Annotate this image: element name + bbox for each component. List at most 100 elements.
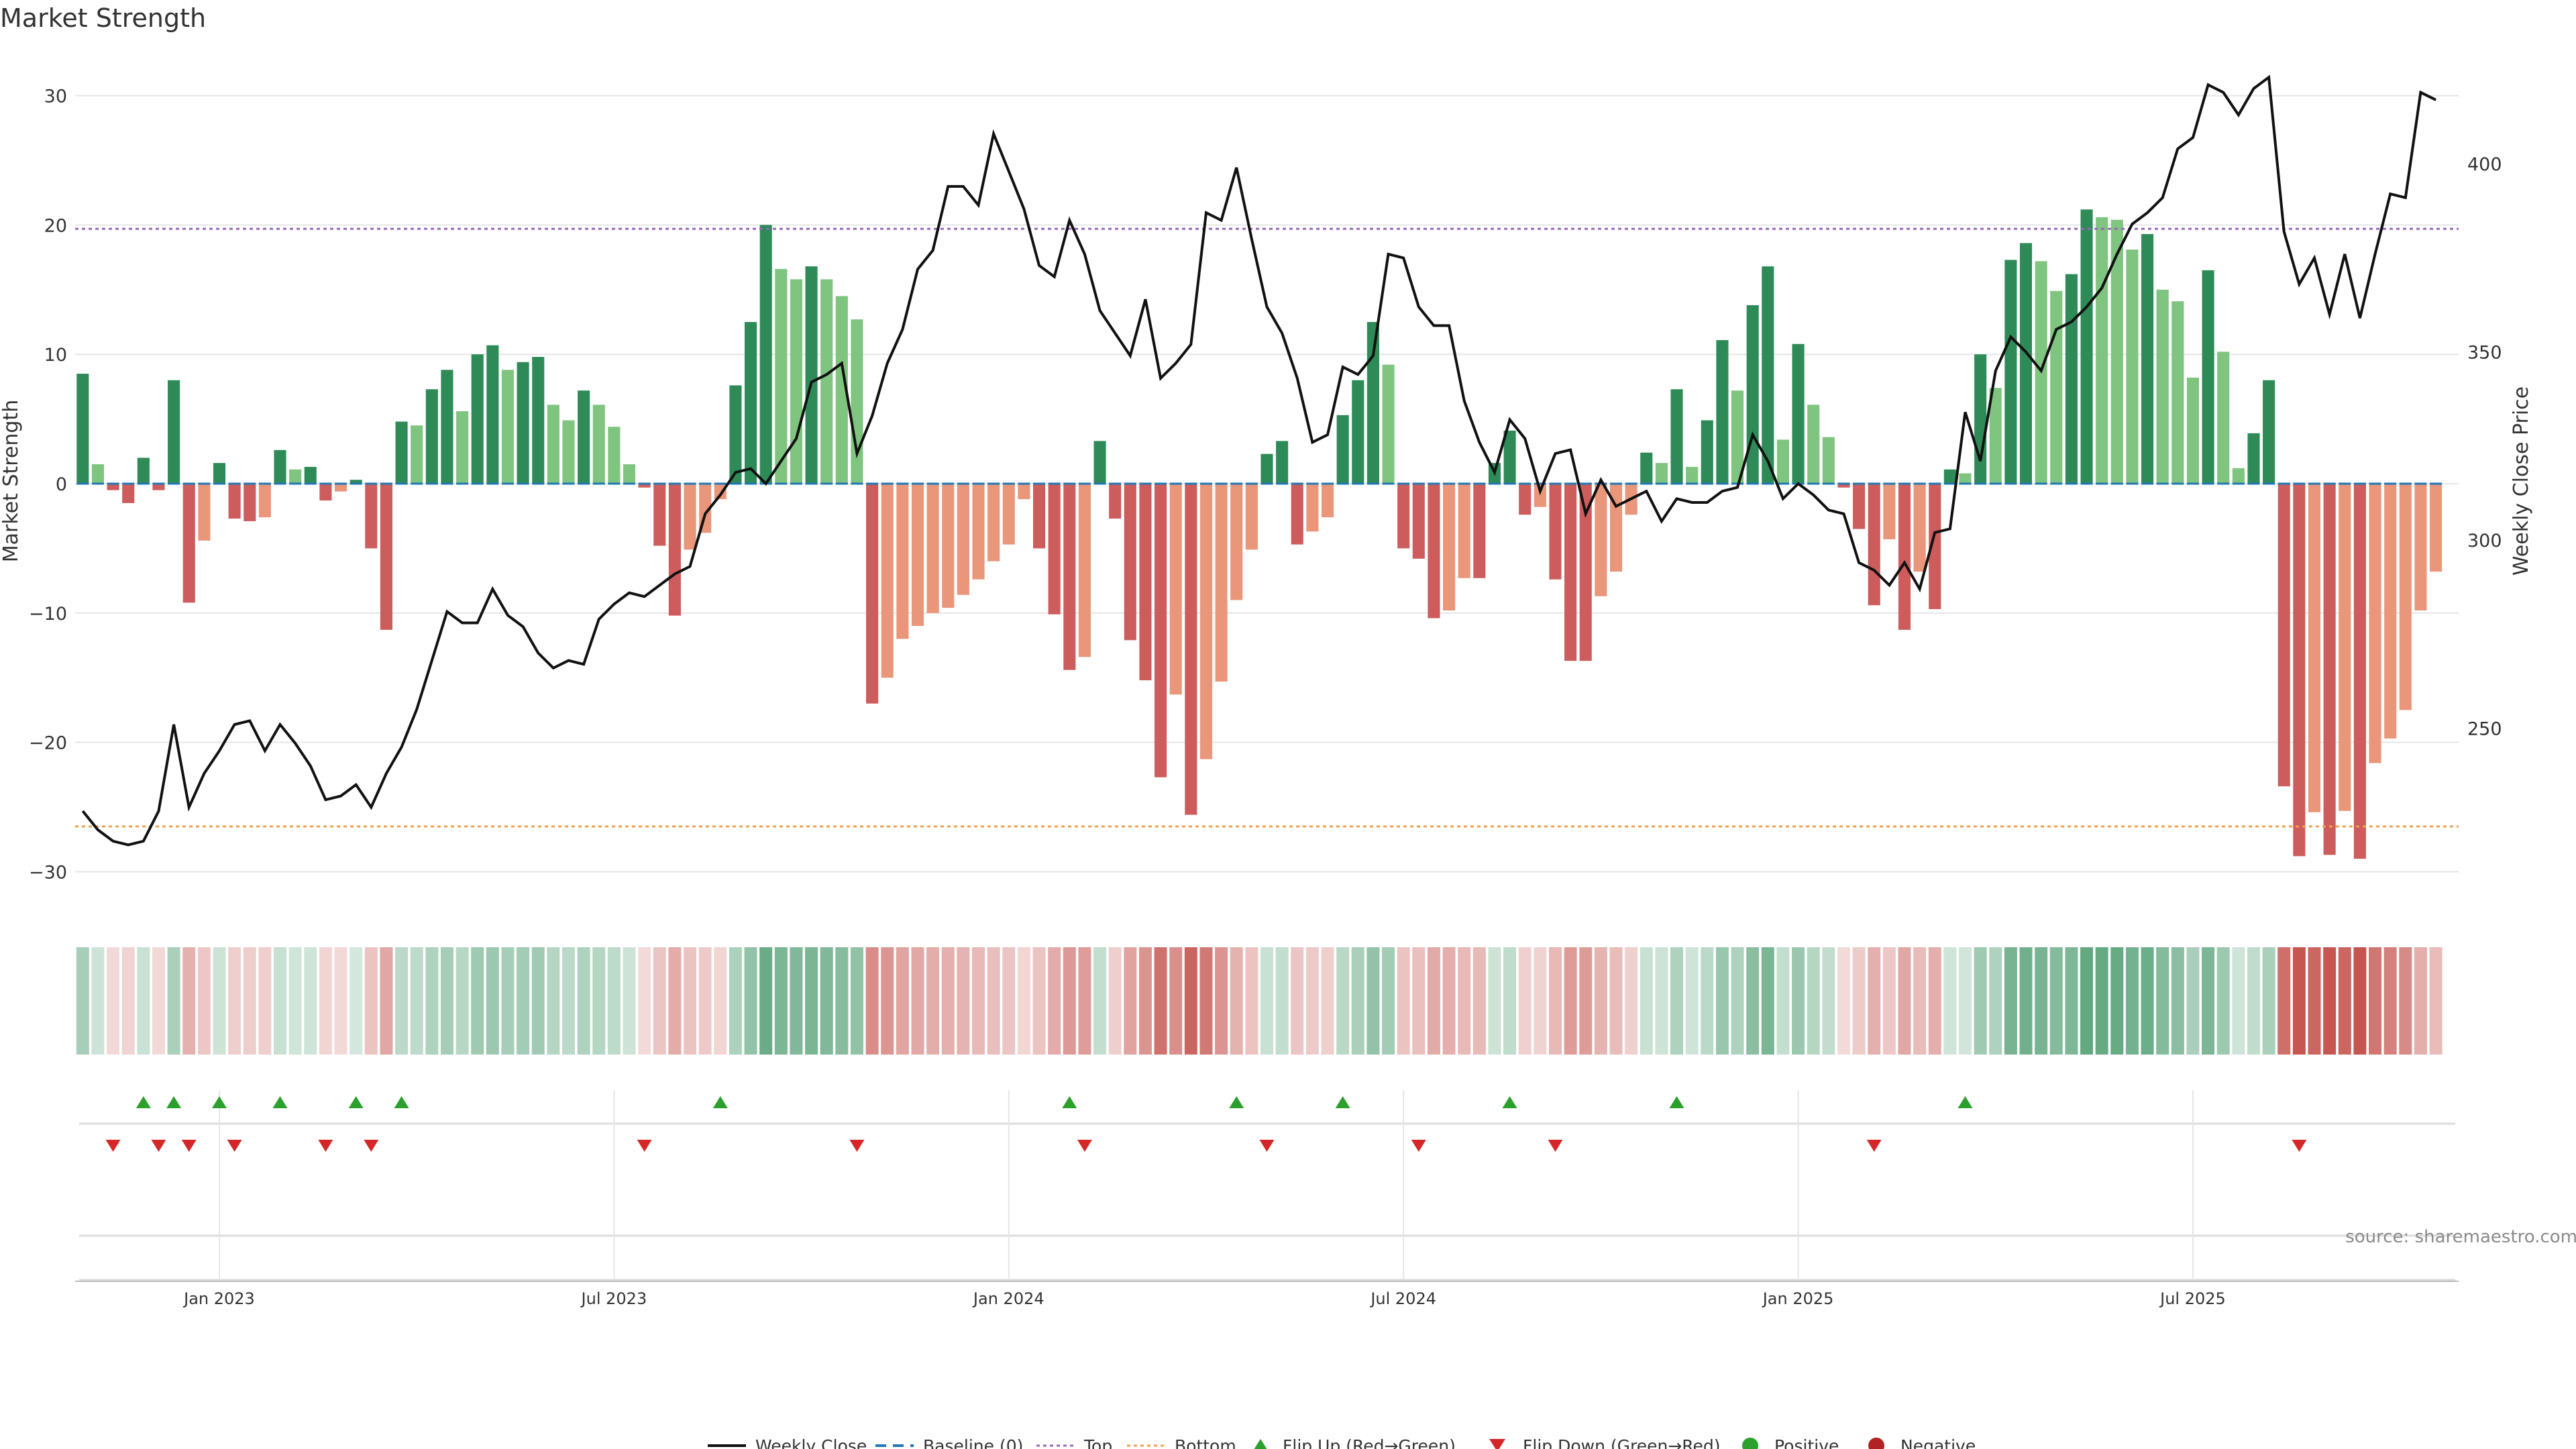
strength-bar [1943,469,1956,484]
strength-bar [274,449,286,484]
strength-bar [1670,389,1683,484]
heat-cell [592,947,606,1055]
strength-bar [668,484,681,616]
heat-cell [2110,947,2124,1055]
heat-cell [319,947,332,1055]
strength-bar [1746,305,1759,484]
heat-cell [714,947,727,1055]
strength-bar [2414,484,2427,610]
strength-bar [244,484,256,521]
strength-bar [425,389,438,484]
heat-cell [941,947,955,1055]
strength-bar [365,484,378,549]
right-tick-label: 350 [2467,343,2502,364]
heat-cell [2308,947,2321,1055]
strength-bar [714,484,727,500]
strength-bar [562,420,575,484]
heat-cell [2049,947,2063,1055]
strength-bar [653,484,666,546]
strength-bar [1382,364,1395,484]
strength-bar [926,484,939,613]
strength-bar [2399,484,2412,710]
heat-cell [455,947,469,1055]
heat-cell [744,947,757,1055]
heat-cell [850,947,863,1055]
legend-weekly-close: Weekly Close [755,1436,867,1449]
strength-bar [2126,250,2139,484]
heat-cell [1837,947,1850,1055]
strength-bar [441,370,453,484]
strength-bar [1306,484,1319,532]
flip-down-marker [849,1140,865,1152]
heat-cell [1275,947,1289,1055]
heat-cell [1640,947,1653,1055]
strength-bar [1443,484,1456,610]
heat-cell [167,947,180,1055]
strength-bar [2019,243,2033,484]
strength-bar [168,380,180,484]
heat-cell [759,947,773,1055]
flip-up-marker [272,1096,288,1108]
heat-cell [1746,947,1760,1055]
strength-bar [1868,484,1880,606]
heat-cell [213,947,226,1055]
strength-bar [1352,380,1364,484]
strength-bar [2080,209,2093,484]
strength-bar [1534,484,1546,507]
legend-top: Top [1083,1436,1112,1449]
heat-cell [121,947,135,1055]
flip-down-marker [364,1140,379,1152]
heat-cell [729,947,742,1055]
strength-bar [304,466,317,484]
heat-cell [1336,947,1350,1055]
heat-cell [820,947,833,1055]
heat-cell [2216,947,2230,1055]
heat-cell [926,947,940,1055]
strength-bar [1169,484,1182,695]
strength-bar [1883,484,1896,539]
heat-cell [2095,947,2108,1055]
right-axis-ticks: 400 350 300 250 [2467,154,2502,739]
heat-cell [865,947,879,1055]
date-tick-label: Jul 2024 [1369,1289,1436,1308]
heat-cell [197,947,211,1055]
heat-cell [896,947,909,1055]
strength-bar [1503,430,1516,484]
heat-cell [1397,947,1410,1055]
heat-cell [2004,947,2017,1055]
heat-cell [1807,947,1820,1055]
strength-bar [1276,441,1289,484]
heat-cell [1898,947,1911,1055]
heat-cell [1822,947,1835,1055]
flip-down-marker [227,1140,242,1152]
flip-down-markers [105,1140,2307,1152]
heat-cell [2125,947,2139,1055]
strength-bar [213,463,226,484]
strength-bar [911,484,924,627]
left-tick-label: 10 [44,345,67,366]
strength-bar [2217,352,2230,484]
strength-bar [1473,484,1486,578]
strength-bar [1048,484,1061,614]
flip-down-marker [105,1140,121,1152]
strength-bar [638,484,651,488]
heat-cell [1518,947,1532,1055]
flip-down-marker [151,1140,166,1152]
heat-cell [2429,947,2443,1055]
heat-cell [881,947,894,1055]
heat-cell [1701,947,1714,1055]
flip-up-markers [136,1096,1973,1108]
heat-cell [698,947,712,1055]
heat-cell [1928,947,1941,1055]
strength-bar [2430,484,2443,572]
heat-cell [577,947,590,1055]
strength-bar [137,458,150,484]
heat-cell [243,947,256,1055]
strength-bar [972,484,985,580]
legend-positive-swatch [1742,1438,1758,1449]
left-tick-label: 20 [44,215,67,236]
left-tick-label: −10 [29,604,67,625]
strength-bar [1913,484,1926,572]
strength-bar [851,319,863,484]
strength-bar [2171,301,2184,484]
